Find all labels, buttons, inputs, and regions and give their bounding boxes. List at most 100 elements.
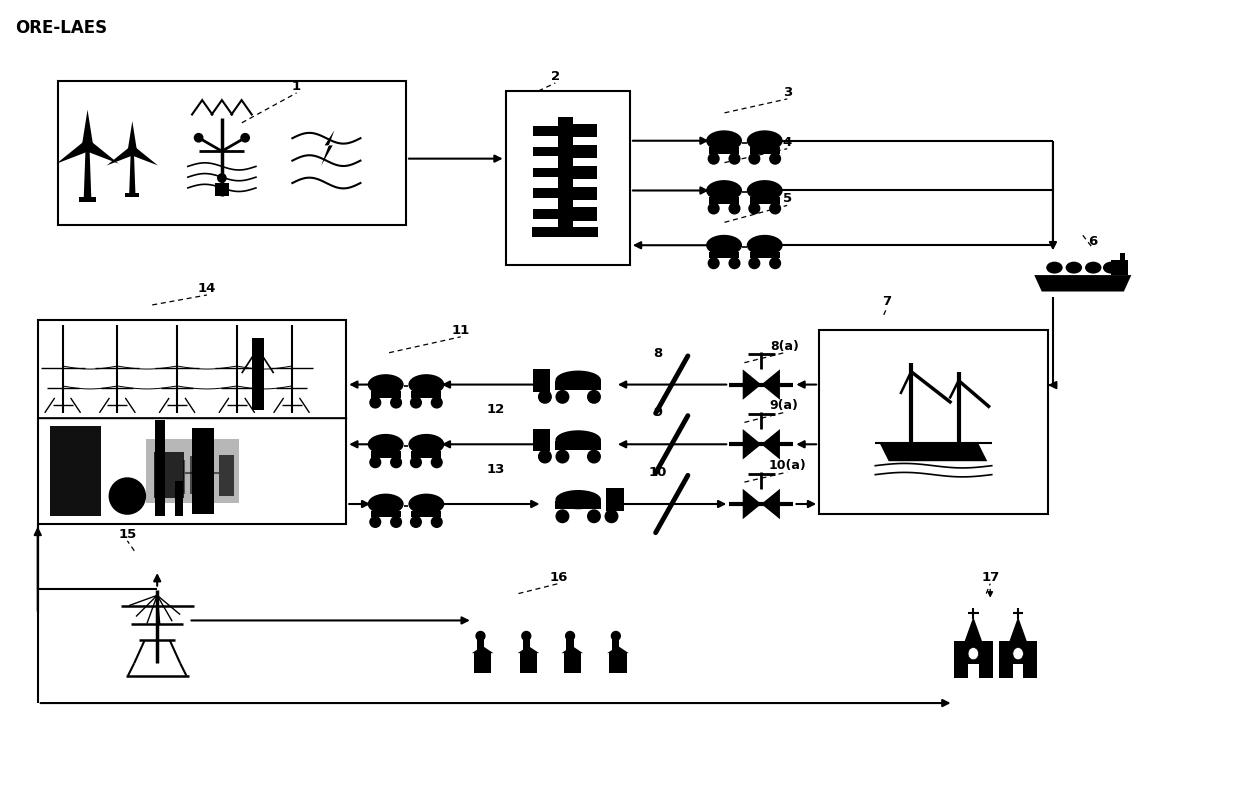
Circle shape	[565, 632, 574, 640]
Circle shape	[370, 457, 381, 467]
Ellipse shape	[746, 235, 782, 256]
Bar	[609, 653, 626, 674]
Bar	[523, 639, 529, 653]
Ellipse shape	[968, 647, 978, 660]
Circle shape	[391, 397, 402, 407]
Ellipse shape	[1102, 261, 1120, 273]
Ellipse shape	[1065, 261, 1083, 273]
Text: ORE-LAES: ORE-LAES	[15, 19, 107, 38]
Bar	[79, 197, 95, 202]
Ellipse shape	[368, 434, 404, 455]
Bar	[371, 511, 401, 517]
Circle shape	[432, 517, 441, 527]
Text: 9: 9	[653, 407, 662, 419]
Ellipse shape	[368, 374, 404, 395]
Bar	[556, 381, 601, 390]
Ellipse shape	[746, 130, 782, 151]
Ellipse shape	[706, 130, 742, 151]
Polygon shape	[130, 147, 157, 165]
Polygon shape	[321, 130, 335, 166]
Bar	[58, 81, 405, 225]
Circle shape	[84, 142, 92, 149]
Circle shape	[708, 203, 719, 213]
Circle shape	[432, 457, 441, 467]
Polygon shape	[608, 646, 629, 653]
Text: 10: 10	[649, 466, 667, 479]
Ellipse shape	[1085, 261, 1101, 273]
Circle shape	[370, 517, 381, 527]
Polygon shape	[1034, 275, 1131, 292]
Polygon shape	[761, 369, 780, 400]
Polygon shape	[761, 489, 780, 519]
Polygon shape	[82, 109, 93, 145]
Text: 2: 2	[551, 70, 560, 83]
Bar	[533, 189, 559, 198]
Bar	[219, 455, 234, 496]
Bar	[564, 653, 580, 674]
Circle shape	[729, 153, 740, 164]
Polygon shape	[743, 429, 761, 459]
Bar	[412, 451, 441, 458]
Bar	[215, 182, 229, 196]
Circle shape	[557, 510, 569, 523]
Circle shape	[770, 153, 780, 164]
Circle shape	[539, 391, 551, 403]
Circle shape	[410, 397, 422, 407]
Polygon shape	[517, 646, 539, 653]
Circle shape	[195, 133, 202, 141]
Ellipse shape	[408, 374, 444, 395]
Text: 8: 8	[653, 347, 662, 360]
Polygon shape	[743, 369, 761, 400]
Bar	[533, 126, 559, 136]
Circle shape	[770, 258, 780, 268]
Ellipse shape	[1047, 261, 1063, 273]
Bar	[1013, 664, 1023, 678]
Text: 12: 12	[486, 403, 505, 416]
Bar	[477, 639, 484, 653]
Bar	[533, 209, 559, 219]
Text: 10(a): 10(a)	[769, 459, 806, 472]
Ellipse shape	[408, 434, 444, 455]
Circle shape	[410, 457, 422, 467]
Bar	[252, 339, 264, 410]
Bar	[750, 147, 780, 154]
Bar	[533, 428, 551, 451]
Bar	[570, 145, 598, 158]
Circle shape	[729, 258, 740, 268]
Circle shape	[708, 258, 719, 268]
Text: 5: 5	[782, 193, 792, 205]
Text: 17: 17	[981, 570, 999, 583]
Bar	[556, 441, 601, 450]
Text: 11: 11	[451, 324, 470, 337]
Polygon shape	[879, 443, 987, 461]
Polygon shape	[472, 646, 494, 653]
Ellipse shape	[706, 180, 742, 201]
Text: 7: 7	[882, 295, 892, 308]
Bar	[750, 252, 780, 258]
Bar	[533, 168, 559, 177]
Bar	[50, 426, 102, 516]
Circle shape	[588, 510, 600, 523]
Ellipse shape	[368, 494, 404, 515]
Ellipse shape	[556, 490, 601, 509]
Polygon shape	[128, 121, 136, 151]
Polygon shape	[129, 151, 135, 193]
Bar	[190, 456, 215, 495]
Bar	[613, 639, 620, 653]
Circle shape	[391, 457, 402, 467]
Polygon shape	[56, 141, 91, 164]
Bar	[46, 426, 339, 516]
Text: 6: 6	[1089, 235, 1097, 248]
Circle shape	[557, 451, 569, 463]
Circle shape	[557, 391, 569, 403]
Circle shape	[749, 258, 760, 268]
Bar	[556, 500, 601, 509]
Text: 13: 13	[486, 463, 505, 476]
Text: 9(a): 9(a)	[770, 400, 799, 412]
Circle shape	[522, 632, 531, 640]
Bar	[968, 664, 978, 678]
Ellipse shape	[408, 494, 444, 515]
Circle shape	[749, 203, 760, 213]
Bar	[175, 481, 184, 516]
Circle shape	[708, 153, 719, 164]
